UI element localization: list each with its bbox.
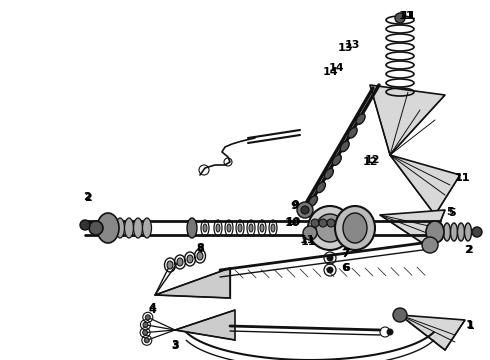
Ellipse shape xyxy=(143,218,151,238)
Text: 6: 6 xyxy=(342,263,350,273)
Ellipse shape xyxy=(450,223,458,241)
Circle shape xyxy=(311,219,319,227)
Text: 11: 11 xyxy=(299,235,315,245)
Text: 2: 2 xyxy=(84,193,92,203)
Circle shape xyxy=(146,315,150,320)
Ellipse shape xyxy=(249,224,253,232)
Ellipse shape xyxy=(216,224,220,232)
Text: 9: 9 xyxy=(291,200,299,210)
Ellipse shape xyxy=(317,182,325,193)
Ellipse shape xyxy=(203,224,207,232)
Ellipse shape xyxy=(271,224,275,232)
Text: 11: 11 xyxy=(300,237,316,247)
Polygon shape xyxy=(390,155,460,215)
Text: 14: 14 xyxy=(328,63,344,73)
Ellipse shape xyxy=(356,114,365,125)
Text: 7: 7 xyxy=(342,248,350,258)
Circle shape xyxy=(472,227,482,237)
Ellipse shape xyxy=(324,168,333,179)
Text: 11: 11 xyxy=(400,11,416,21)
Text: 2: 2 xyxy=(465,245,473,255)
Text: 11: 11 xyxy=(454,173,470,183)
Ellipse shape xyxy=(335,206,375,250)
Text: 10: 10 xyxy=(285,217,301,227)
Text: 2: 2 xyxy=(464,245,472,255)
Polygon shape xyxy=(380,210,445,248)
Text: 11: 11 xyxy=(398,11,414,21)
Text: 13: 13 xyxy=(344,40,360,50)
Text: 9: 9 xyxy=(290,201,298,211)
Text: 12: 12 xyxy=(362,157,378,167)
Text: 11: 11 xyxy=(454,173,470,183)
Polygon shape xyxy=(370,85,445,155)
Ellipse shape xyxy=(426,221,444,243)
Circle shape xyxy=(297,202,313,218)
Circle shape xyxy=(143,322,148,327)
Text: 10: 10 xyxy=(284,218,300,228)
Circle shape xyxy=(327,255,333,261)
Ellipse shape xyxy=(443,223,450,241)
Circle shape xyxy=(327,219,335,227)
Circle shape xyxy=(395,13,405,23)
Circle shape xyxy=(145,338,149,343)
Circle shape xyxy=(308,206,352,250)
Text: 5: 5 xyxy=(448,208,456,218)
Circle shape xyxy=(143,330,147,335)
Text: 1: 1 xyxy=(466,320,474,330)
Text: 8: 8 xyxy=(196,243,204,253)
Circle shape xyxy=(303,226,317,240)
Circle shape xyxy=(422,237,438,253)
Text: 8: 8 xyxy=(196,244,204,254)
Circle shape xyxy=(393,308,407,322)
Ellipse shape xyxy=(465,223,471,241)
Text: 12: 12 xyxy=(364,155,380,165)
Ellipse shape xyxy=(238,224,242,232)
Circle shape xyxy=(327,267,333,273)
Polygon shape xyxy=(155,268,230,298)
Ellipse shape xyxy=(187,255,193,263)
Ellipse shape xyxy=(197,252,203,260)
Polygon shape xyxy=(175,310,235,340)
Circle shape xyxy=(301,206,309,214)
Ellipse shape xyxy=(124,218,133,238)
Text: 4: 4 xyxy=(148,305,156,315)
Circle shape xyxy=(316,214,344,242)
Polygon shape xyxy=(400,315,465,350)
Ellipse shape xyxy=(260,224,264,232)
Ellipse shape xyxy=(340,141,349,152)
Text: 14: 14 xyxy=(322,67,338,77)
Text: 13: 13 xyxy=(337,43,353,53)
Ellipse shape xyxy=(343,213,367,243)
Ellipse shape xyxy=(309,196,318,206)
Circle shape xyxy=(387,329,393,335)
Ellipse shape xyxy=(187,218,197,238)
Text: 6: 6 xyxy=(341,263,349,273)
Circle shape xyxy=(80,220,90,230)
Ellipse shape xyxy=(348,127,357,138)
Circle shape xyxy=(319,219,327,227)
Text: 7: 7 xyxy=(341,249,349,259)
Ellipse shape xyxy=(133,218,143,238)
Text: 3: 3 xyxy=(171,341,179,351)
Text: 3: 3 xyxy=(171,340,179,350)
Ellipse shape xyxy=(437,223,443,241)
Text: 4: 4 xyxy=(148,303,156,313)
Ellipse shape xyxy=(167,261,173,269)
Ellipse shape xyxy=(177,258,183,266)
Text: 1: 1 xyxy=(467,321,475,331)
Ellipse shape xyxy=(97,213,119,243)
Text: 2: 2 xyxy=(83,192,91,202)
Text: 5: 5 xyxy=(446,207,454,217)
Ellipse shape xyxy=(332,155,341,165)
Circle shape xyxy=(89,221,103,235)
Ellipse shape xyxy=(116,218,124,238)
Ellipse shape xyxy=(227,224,231,232)
Ellipse shape xyxy=(458,223,465,241)
